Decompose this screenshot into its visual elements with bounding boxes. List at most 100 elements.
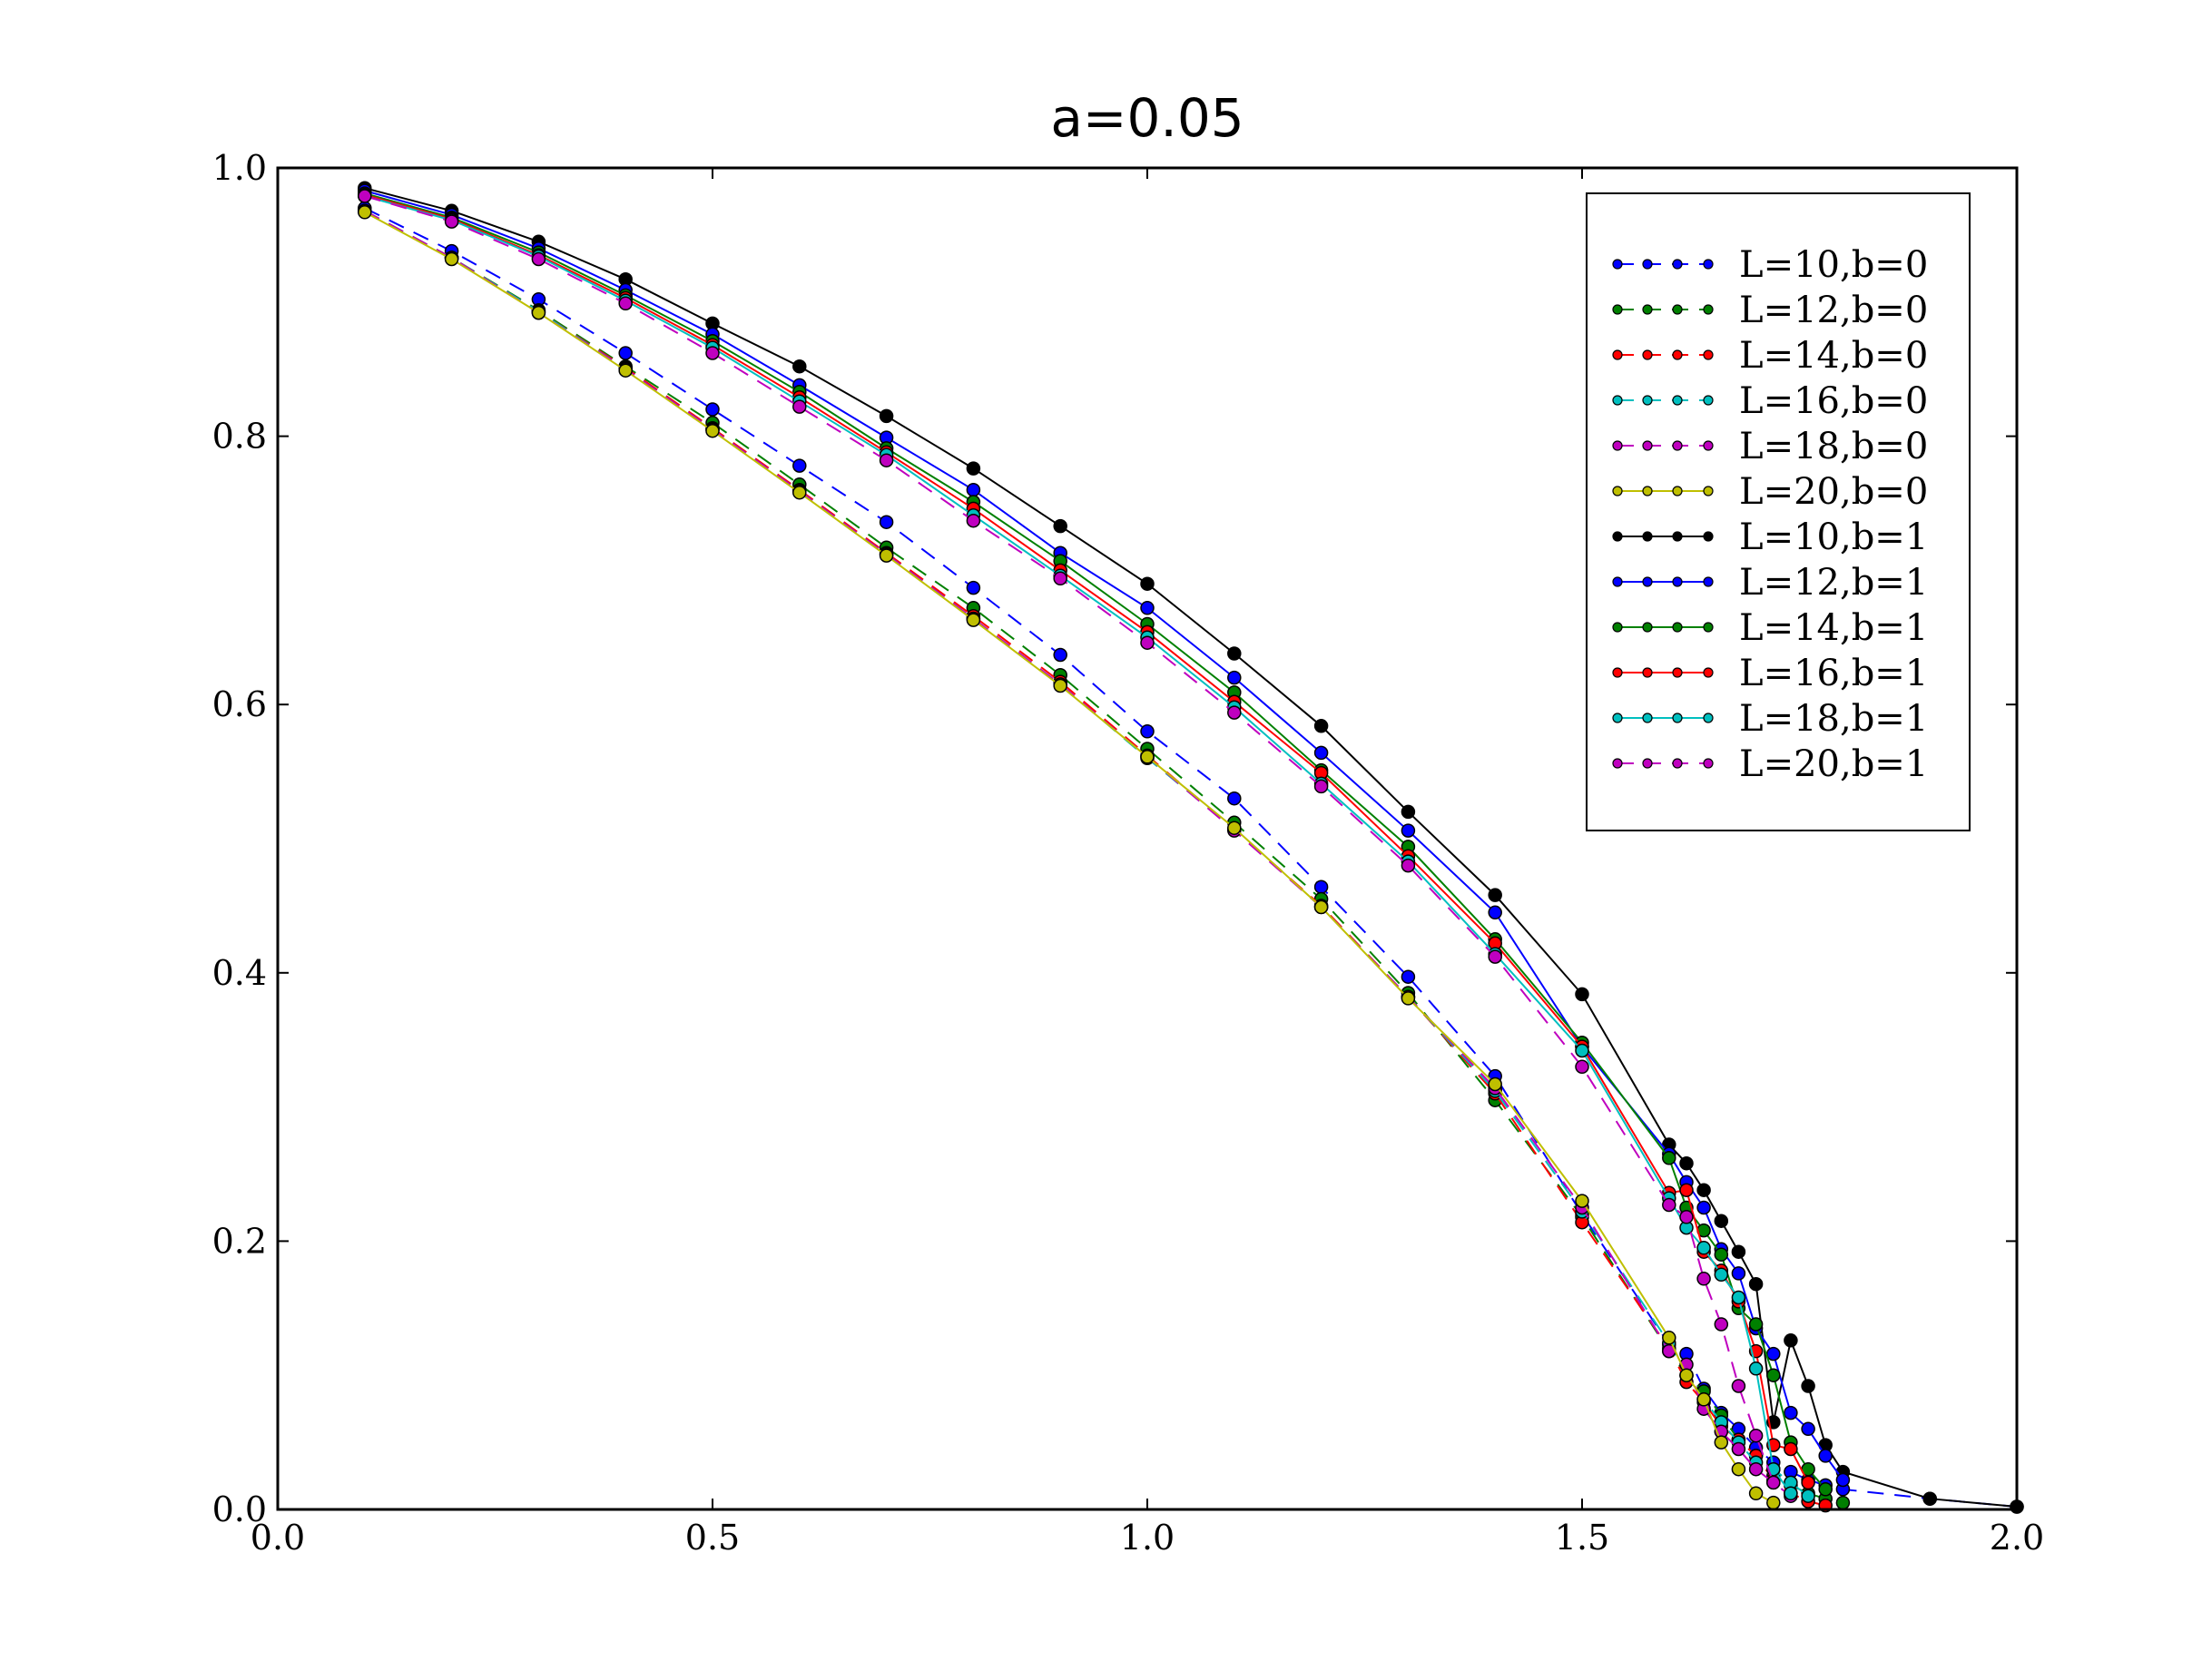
data-point xyxy=(966,613,981,627)
data-point xyxy=(1748,1461,1764,1477)
legend-marker xyxy=(1672,349,1683,360)
legend-entry: L=20,b=0 xyxy=(1612,471,1928,513)
data-point xyxy=(966,461,981,476)
series-line xyxy=(364,210,1792,1497)
data-point xyxy=(1748,1317,1764,1332)
series-line xyxy=(364,207,2018,1508)
data-point xyxy=(879,548,894,563)
data-point xyxy=(1575,1043,1589,1058)
legend-entry: L=18,b=0 xyxy=(1612,426,1928,467)
legend-frame xyxy=(1586,192,1971,831)
data-point xyxy=(1696,1183,1711,1197)
y-axis: 0.0 0.2 0.4 0.6 0.8 1.0 xyxy=(212,148,2017,1529)
series-line xyxy=(364,195,1792,1494)
data-point xyxy=(705,402,720,417)
data-point xyxy=(1714,1267,1729,1283)
legend: L=10,b=0L=12,b=0L=14,b=0L=16,b=0L=18,b=0… xyxy=(1586,192,1971,831)
data-point xyxy=(879,515,894,529)
legend-marker xyxy=(1703,531,1714,542)
legend-marker xyxy=(1612,667,1623,678)
data-point xyxy=(879,453,894,467)
data-point xyxy=(1575,987,1589,1002)
legend-label: L=16,b=1 xyxy=(1739,653,1928,694)
legend-label: L=12,b=1 xyxy=(1739,562,1928,604)
data-point xyxy=(1731,1244,1746,1259)
series-line xyxy=(364,195,1775,1483)
data-point xyxy=(1714,1247,1729,1262)
data-point xyxy=(966,482,981,497)
series-10 xyxy=(358,189,1798,1501)
data-point xyxy=(1140,635,1155,650)
data-point xyxy=(1401,991,1416,1006)
legend-marker xyxy=(1612,758,1623,769)
legend-entry: L=14,b=0 xyxy=(1612,335,1928,377)
legend-marker xyxy=(1703,713,1714,723)
data-point xyxy=(1679,1183,1694,1197)
legend-marker xyxy=(1642,667,1653,678)
data-point xyxy=(1731,1290,1746,1305)
series-line xyxy=(364,211,1775,1504)
data-point xyxy=(1227,646,1242,661)
legend-marker xyxy=(1642,576,1653,587)
legend-marker xyxy=(1703,622,1714,633)
legend-marker xyxy=(1703,440,1714,451)
legend-entry: L=10,b=0 xyxy=(1612,244,1928,286)
legend-marker xyxy=(1672,622,1683,633)
legend-marker xyxy=(1672,758,1683,769)
legend-marker xyxy=(1672,713,1683,723)
data-point xyxy=(531,305,546,320)
data-point xyxy=(1401,804,1416,820)
data-point xyxy=(1488,905,1502,920)
data-point xyxy=(1748,1428,1764,1443)
data-point xyxy=(1140,576,1155,591)
legend-label: L=18,b=0 xyxy=(1739,426,1928,467)
data-point xyxy=(1313,880,1329,894)
x-tick-label: 1.0 xyxy=(1120,1518,1175,1558)
series-5 xyxy=(358,205,1781,1510)
data-point xyxy=(618,363,633,378)
legend-marker xyxy=(1612,486,1623,496)
legend-marker xyxy=(1703,576,1714,587)
legend-marker xyxy=(1612,349,1623,360)
chart-title: a=0.05 xyxy=(1050,87,1244,149)
data-point xyxy=(444,214,459,229)
legend-entry: L=18,b=1 xyxy=(1612,698,1928,740)
data-point xyxy=(1140,750,1155,764)
data-point xyxy=(1679,1155,1694,1171)
data-point xyxy=(1696,1392,1711,1407)
data-point xyxy=(1766,1346,1781,1361)
legend-marker xyxy=(1642,713,1653,723)
data-point xyxy=(358,189,372,203)
legend-label: L=18,b=1 xyxy=(1739,698,1928,740)
data-point xyxy=(792,485,807,500)
legend-marker xyxy=(1642,758,1653,769)
data-point xyxy=(1784,1405,1798,1420)
data-point xyxy=(1714,1214,1729,1228)
x-tick-label: 0.5 xyxy=(685,1518,740,1558)
data-point xyxy=(1766,1368,1781,1382)
data-point xyxy=(1140,724,1155,739)
legend-marker xyxy=(1612,259,1623,270)
legend-marker xyxy=(1703,349,1714,360)
data-point xyxy=(1748,1361,1764,1376)
series-layer xyxy=(358,181,2024,1514)
data-point xyxy=(1679,1368,1694,1382)
y-tick-label: 0.0 xyxy=(212,1489,267,1529)
legend-marker xyxy=(1642,395,1653,406)
legend-marker xyxy=(1642,531,1653,542)
data-point xyxy=(1227,791,1242,806)
x-tick-label: 2.0 xyxy=(1990,1518,2044,1558)
legend-label: L=20,b=0 xyxy=(1739,471,1928,513)
data-point xyxy=(1227,670,1242,685)
legend-marker xyxy=(1642,304,1653,315)
legend-entry: L=20,b=1 xyxy=(1612,743,1928,785)
x-tick-label: 1.5 xyxy=(1555,1518,1609,1558)
legend-entry: L=10,b=1 xyxy=(1612,516,1928,558)
data-point xyxy=(1313,745,1329,761)
data-point xyxy=(1053,518,1067,534)
data-point xyxy=(1053,647,1067,663)
data-point xyxy=(1748,1486,1764,1501)
data-point xyxy=(1401,858,1416,873)
data-point xyxy=(1766,1495,1781,1510)
